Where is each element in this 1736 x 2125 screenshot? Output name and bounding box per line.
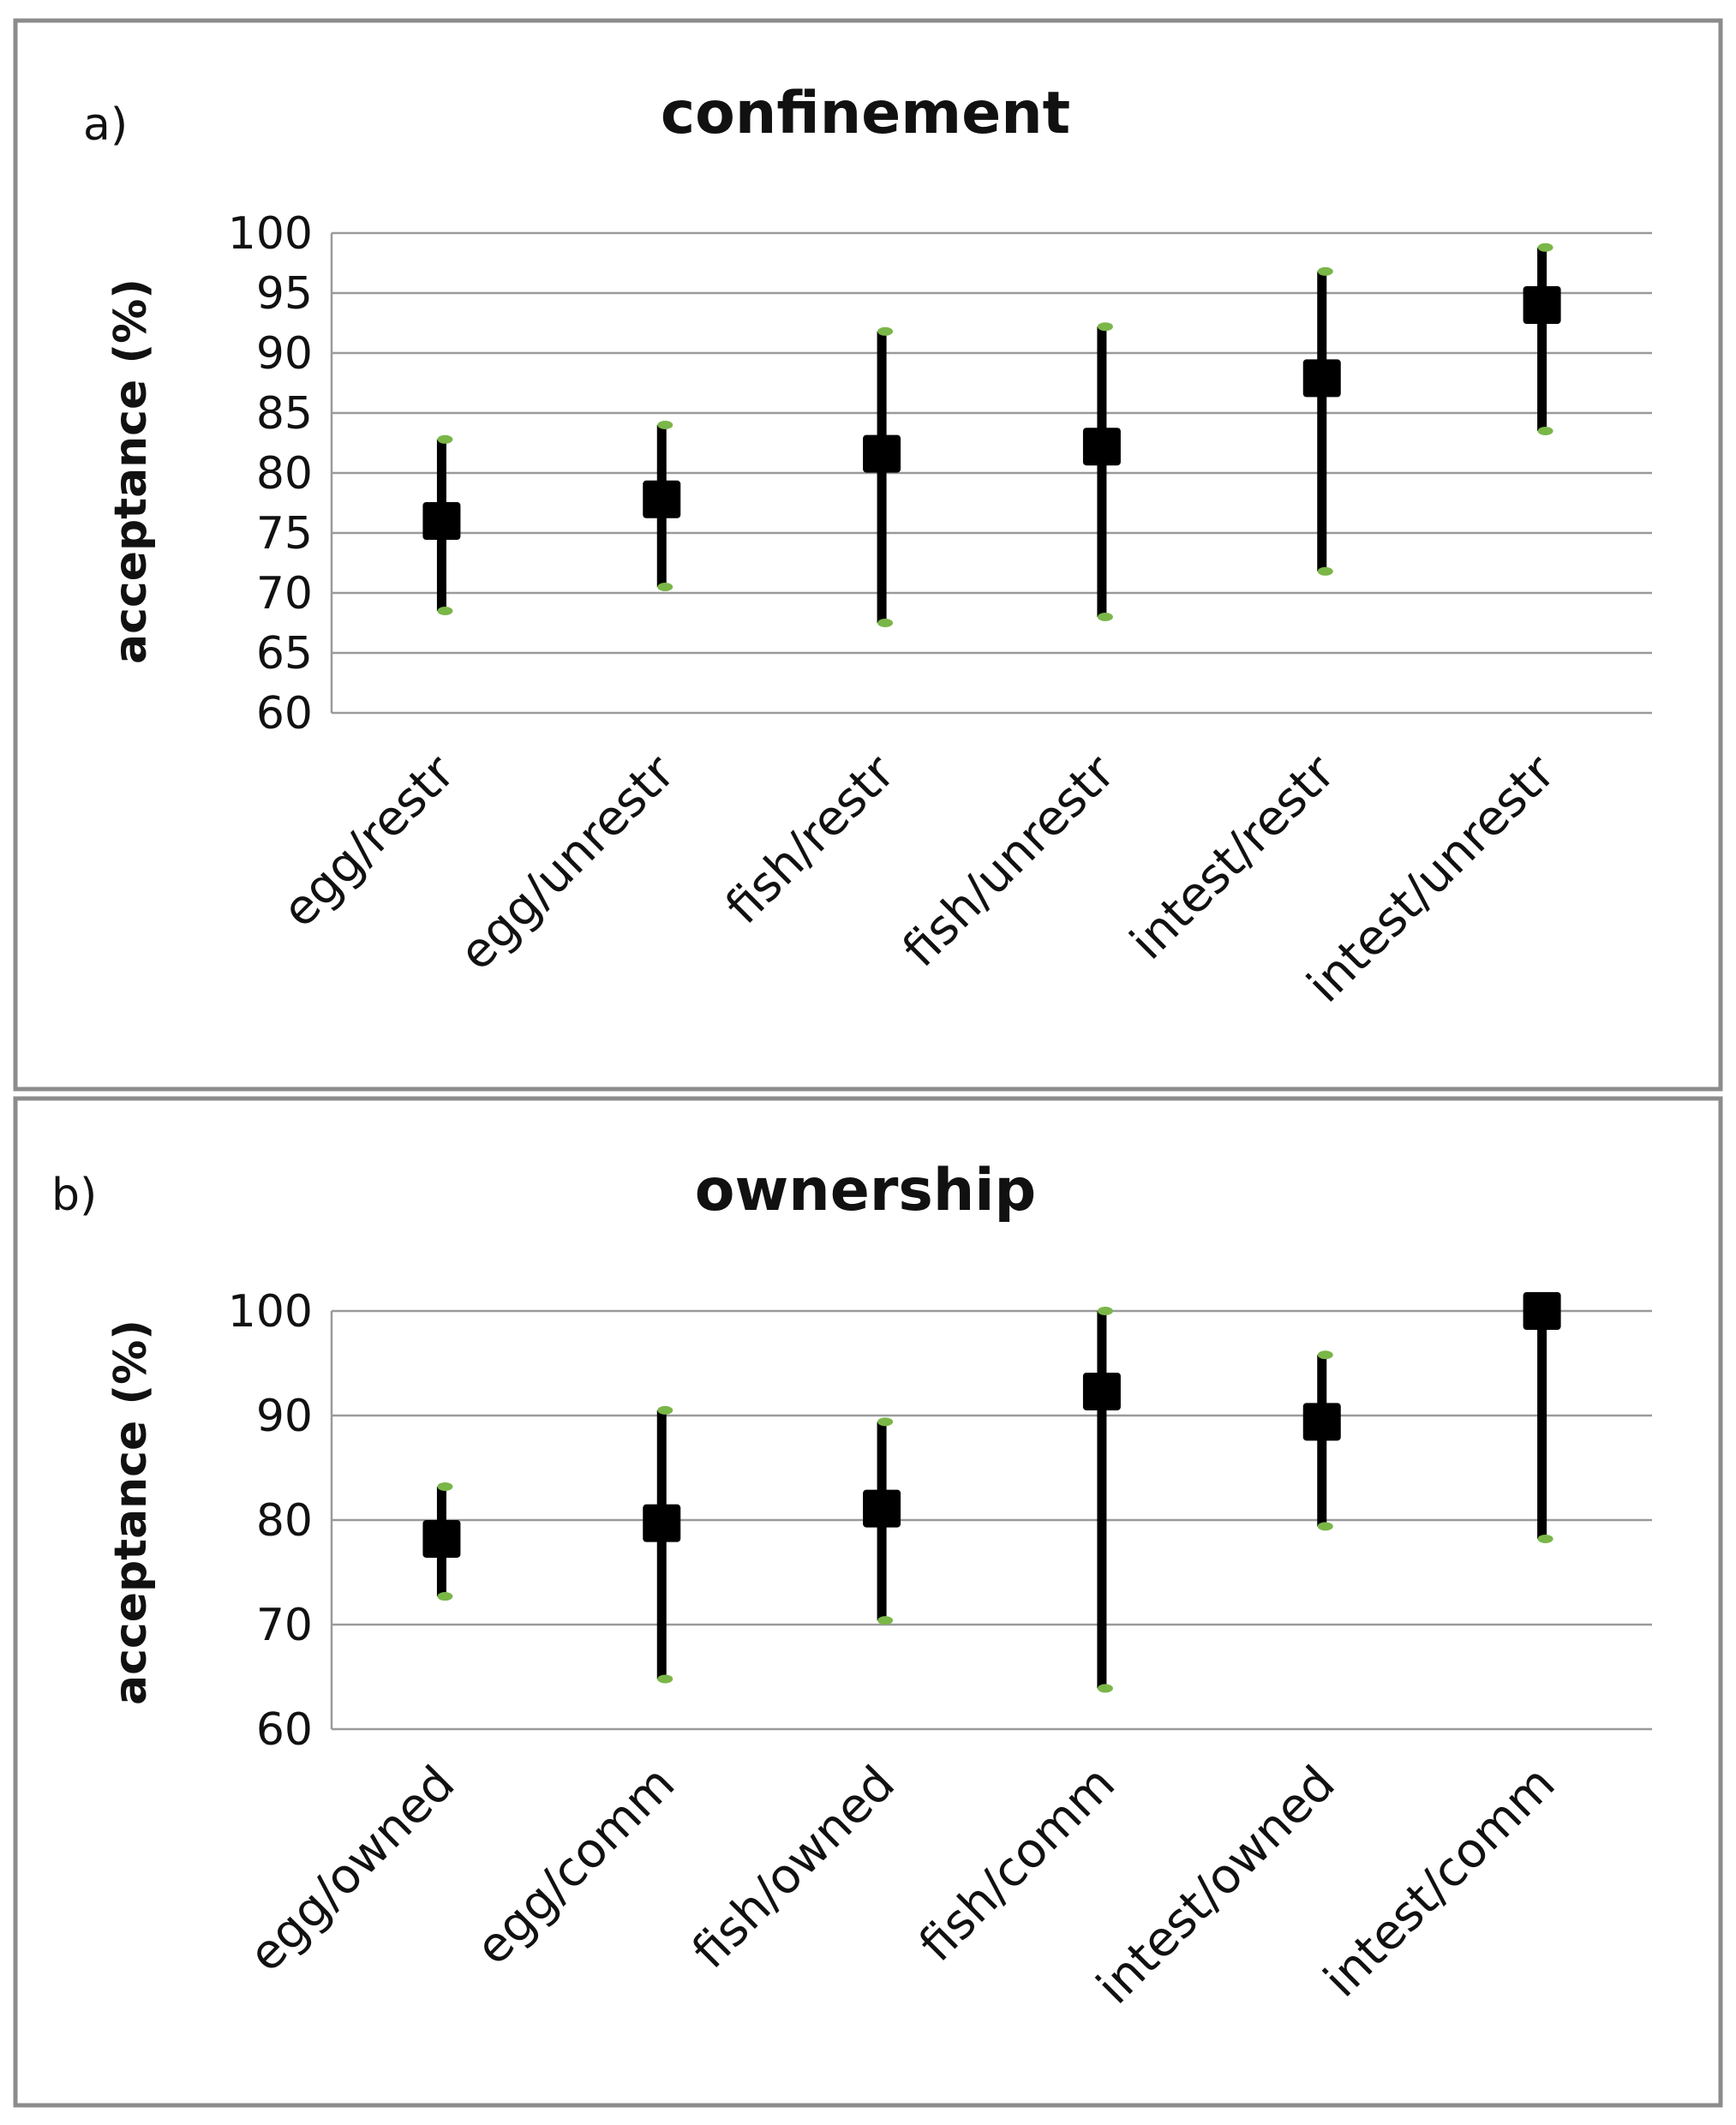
value-marker [422,1519,461,1558]
y-tick-label: 90 [256,328,313,380]
upper-tip-marker [1537,242,1553,252]
value-marker [643,480,681,518]
gridlines [330,1309,1652,1731]
lower-tip-marker [877,619,894,627]
y-tick-label: 95 [256,268,313,320]
upper-tip-marker [657,421,673,429]
y-tick-label: 70 [256,568,313,620]
gridlines [330,231,1652,715]
value-marker [1302,359,1341,398]
panel-frame [13,18,1723,1092]
panel-label: b) [51,1170,97,1221]
lower-tip-marker [437,607,453,615]
y-tick-label: 90 [256,1391,313,1442]
value-marker [863,1489,901,1528]
y-tick-label: 60 [256,1704,313,1756]
upper-tip-marker [1097,1307,1113,1315]
lower-tip-marker [657,583,673,591]
y-tick-label: 80 [256,1495,313,1547]
upper-tip-marker [877,326,894,336]
panel-label: a) [83,99,128,151]
lower-tip-marker [1317,1522,1333,1531]
value-marker [1082,1372,1121,1410]
y-axis-label: acceptance (%) [105,278,157,664]
y-axis-label: acceptance (%) [105,1320,157,1705]
y-tick-label: 60 [256,688,313,739]
y-tick-label: 85 [256,388,313,440]
lower-tip-marker [657,1674,673,1684]
lower-tip-marker [1317,566,1333,576]
y-tick-label: 80 [256,448,313,500]
panel-confinement: a) confinement acceptance (%) 60 65 70 75 80… [13,18,1723,1092]
data-marks [422,1292,1561,1693]
lower-tip-marker [877,1616,894,1625]
y-tick-label: 100 [228,1286,313,1338]
upper-tip-marker [1097,322,1113,332]
chart-title: ownership [695,1157,1036,1224]
upper-tip-marker [877,1417,894,1427]
panel-ownership: b) ownership acceptance (%) 60708090100 … [13,1096,1723,2108]
lower-tip-marker [1097,1684,1113,1693]
lower-tip-marker [1097,613,1113,621]
y-tick-labels: 60 65 70 75 80 85 90 95 100 [228,208,313,739]
value-marker [643,1504,681,1542]
value-marker [863,434,901,473]
value-marker [422,502,461,540]
value-marker [1523,286,1561,324]
value-marker [1302,1403,1341,1441]
y-tick-label: 75 [256,508,313,560]
chart-title: confinement [661,80,1070,147]
y-tick-label: 65 [256,628,313,679]
upper-tip-marker [1317,1350,1333,1360]
data-marks [422,242,1561,627]
lower-tip-marker [1537,1534,1553,1543]
y-tick-label: 100 [228,208,313,260]
value-marker [1082,428,1121,466]
upper-tip-marker [437,434,453,444]
y-tick-labels: 60 70 80 90 100 [228,1286,313,1756]
value-marker [1523,1292,1561,1330]
lower-tip-marker [437,1592,453,1601]
upper-tip-marker [1317,266,1333,276]
panel-frame [13,1096,1723,2108]
upper-tip-marker [657,1405,673,1415]
y-tick-label: 70 [256,1600,313,1651]
lower-tip-marker [1537,427,1553,435]
upper-tip-marker [437,1482,453,1491]
